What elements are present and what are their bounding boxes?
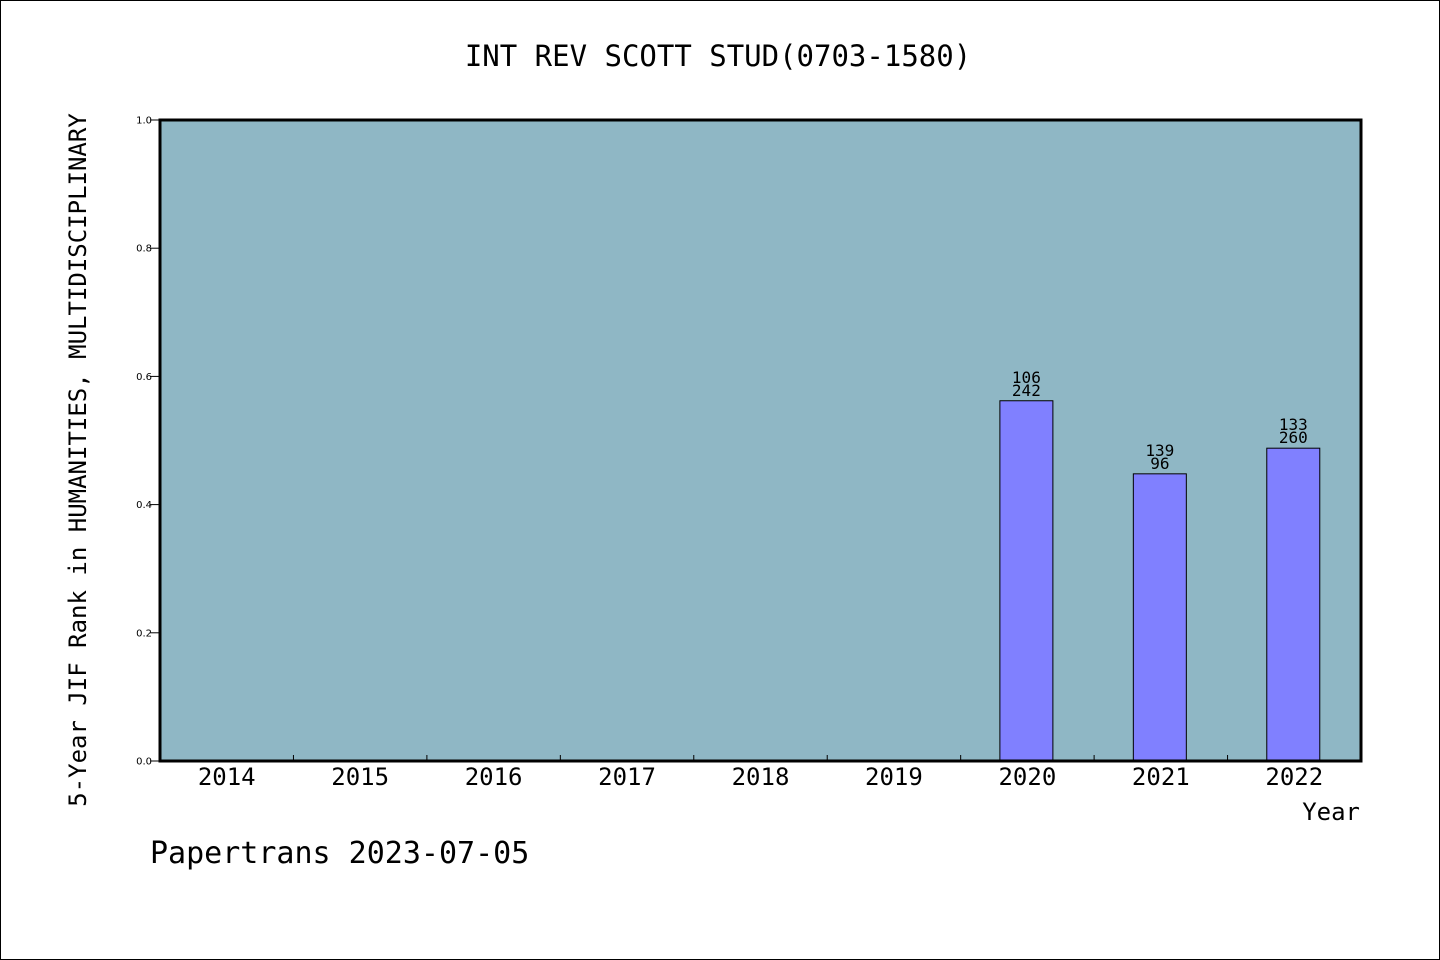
y-tick-label: 1.0 — [136, 116, 152, 127]
bar-2021 — [1132, 473, 1187, 762]
x-tick-label: 2014 — [198, 763, 256, 791]
bar-data-label: 96 — [1150, 454, 1169, 473]
x-axis-label: Year — [1302, 798, 1360, 826]
y-tick-label: 0.4 — [136, 500, 152, 511]
bar-data-label: 139 — [1145, 441, 1174, 460]
x-tick-label: 2018 — [732, 763, 790, 791]
y-tick-label: 0.6 — [136, 372, 152, 383]
bar-2020 — [999, 400, 1054, 762]
x-tick-label: 2019 — [865, 763, 923, 791]
x-tick-label: 2016 — [465, 763, 523, 791]
bar-data-label: 242 — [1012, 381, 1041, 400]
x-tick-label: 2021 — [1132, 763, 1190, 791]
y-tick-label: 0.8 — [136, 244, 152, 255]
watermark-text: Papertrans 2023-07-05 — [150, 836, 529, 871]
y-axis-label: 5-Year JIF Rank in HUMANITIES, MULTIDISC… — [64, 113, 92, 807]
bar-data-label: 106 — [1012, 368, 1041, 387]
plot-border — [158, 118, 1363, 763]
ticks-layer: 0.0 0.2 0.4 0.6 0.8 1.0 2014 2015 2016 2017 2018 20… — [136, 116, 1323, 792]
x-tick-label: 2022 — [1265, 763, 1323, 791]
y-tick-label: 0.2 — [136, 628, 152, 639]
y-tick-label: 0.0 — [136, 757, 152, 768]
x-tick-label: 2020 — [998, 763, 1056, 791]
bar-data-label: 133 — [1279, 415, 1308, 434]
bar-2022 — [1266, 447, 1321, 762]
x-tick-label: 2017 — [598, 763, 656, 791]
x-tick-label: 2015 — [331, 763, 389, 791]
chart-title: INT REV SCOTT STUD(0703-1580) — [465, 39, 971, 73]
bar-data-label: 260 — [1279, 428, 1308, 447]
